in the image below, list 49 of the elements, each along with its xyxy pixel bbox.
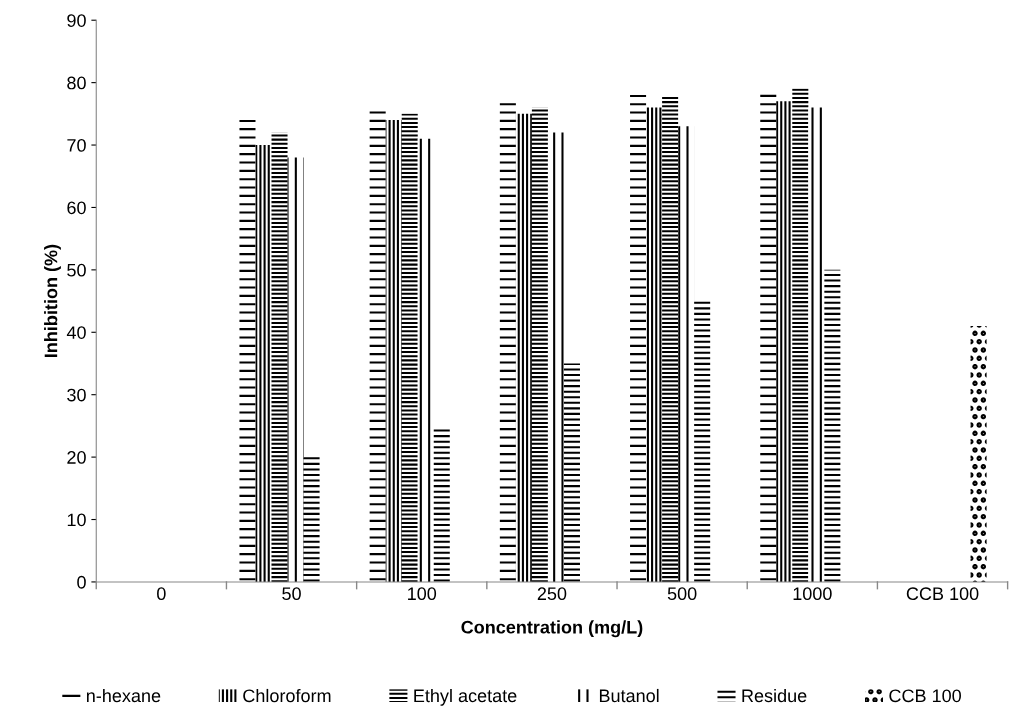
y-tick-label: 10 xyxy=(67,513,86,527)
legend-label: Residue xyxy=(742,688,807,703)
bar xyxy=(792,88,809,582)
bar xyxy=(287,157,304,582)
y-tick-label: 20 xyxy=(67,451,86,464)
y-tick-label: 90 xyxy=(67,14,86,27)
bar xyxy=(678,126,695,582)
bar xyxy=(303,457,320,582)
bar xyxy=(401,113,418,582)
bar xyxy=(824,269,841,582)
y-axis-title: Inhibition (%) xyxy=(44,244,61,358)
bar xyxy=(239,120,256,582)
y-tick-label: 70 xyxy=(67,138,86,152)
bar xyxy=(970,326,987,582)
bar xyxy=(417,138,434,582)
legend-label: Ethyl acetate xyxy=(414,688,517,706)
bar xyxy=(255,145,272,582)
bar xyxy=(385,120,402,582)
y-tick-label: 50 xyxy=(67,263,86,277)
y-tick-label: 60 xyxy=(67,201,86,215)
x-tick-label: 1000 xyxy=(793,587,832,601)
bar xyxy=(499,101,516,582)
y-tick-label: 40 xyxy=(66,326,86,339)
x-tick-label: 250 xyxy=(537,587,567,601)
x-tick-label: 500 xyxy=(667,587,697,601)
x-tick-label: 100 xyxy=(408,587,437,601)
bar xyxy=(563,363,580,582)
bar xyxy=(662,95,679,582)
bar xyxy=(646,107,663,582)
legend-label: n-hexane xyxy=(86,688,161,703)
x-tick-label: CCB 100 xyxy=(906,587,979,601)
bar xyxy=(515,113,532,582)
bar xyxy=(694,301,711,582)
legend-label: Chloroform xyxy=(243,688,331,703)
bar xyxy=(531,107,548,582)
bar xyxy=(760,91,777,582)
bar xyxy=(776,101,793,582)
legend-label: CCB 100 xyxy=(889,689,961,703)
legend-label: Butanol xyxy=(599,688,659,703)
bar xyxy=(630,95,647,582)
y-tick-label: 80 xyxy=(67,76,86,90)
x-tick-label: 0 xyxy=(157,587,166,601)
x-axis-title: Concentration (mg/L) xyxy=(461,620,643,638)
bar xyxy=(808,107,825,582)
y-tick-label: 30 xyxy=(67,388,86,402)
x-tick-label: 50 xyxy=(282,587,301,601)
bar xyxy=(547,132,564,582)
y-tick-label: 0 xyxy=(77,575,86,589)
bar xyxy=(271,132,288,582)
